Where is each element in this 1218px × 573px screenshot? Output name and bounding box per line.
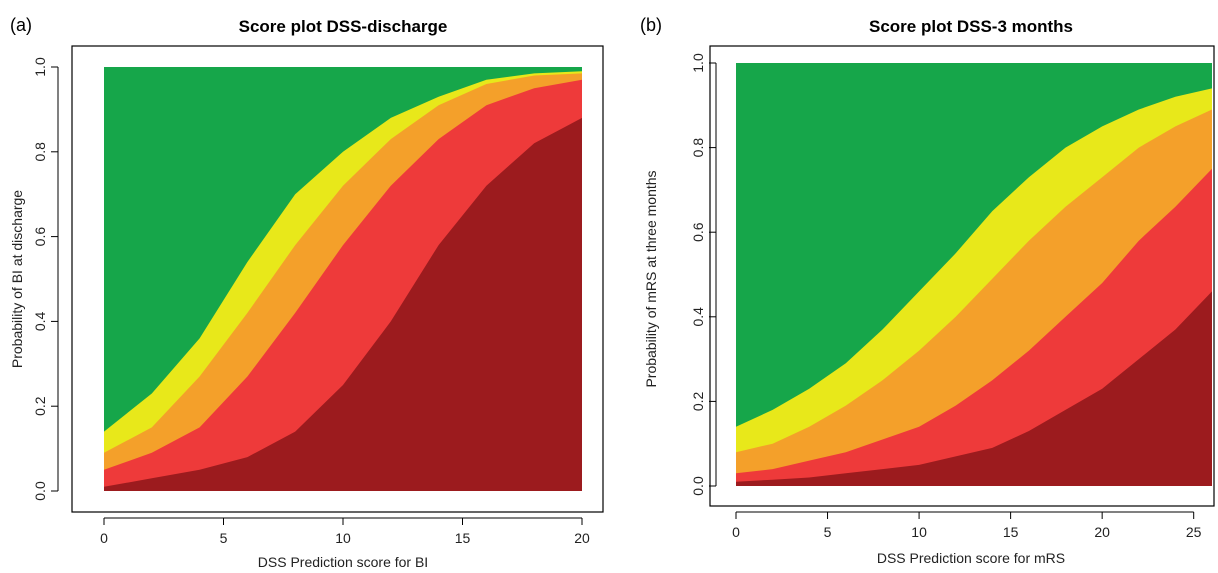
x-axis-a: 0 5 10 15 20 bbox=[100, 517, 590, 546]
x-tick-label: 5 bbox=[824, 524, 832, 540]
y-tick-label: 0.6 bbox=[32, 227, 48, 247]
y-tick-label: 0.8 bbox=[32, 142, 48, 162]
chart-panel-a: (a) Score plot DSS-discharge 0 5 10 15 20 0.… bbox=[9, 15, 604, 570]
chart-panel-b: (b) Score plot DSS-3 months 0 5 10 15 20 25 0… bbox=[640, 15, 1215, 566]
panel-label-a: (a) bbox=[10, 15, 32, 35]
x-tick-label: 0 bbox=[100, 530, 108, 546]
area-darkred-b bbox=[736, 291, 1212, 486]
area-darkred-a bbox=[104, 117, 582, 492]
x-tick-label: 20 bbox=[574, 530, 590, 546]
y-tick-label: 0.4 bbox=[690, 307, 706, 327]
x-tick-label: 10 bbox=[335, 530, 351, 546]
y-tick-label: 0.4 bbox=[32, 311, 48, 331]
x-tick-label: 15 bbox=[455, 530, 471, 546]
x-tick-label: 0 bbox=[732, 524, 740, 540]
y-tick-label: 1.0 bbox=[32, 57, 48, 77]
x-tick-label: 5 bbox=[220, 530, 228, 546]
x-axis-label-a: DSS Prediction score for BI bbox=[258, 554, 428, 570]
areas-b bbox=[736, 63, 1212, 487]
y-tick-label: 0.8 bbox=[690, 138, 706, 158]
panel-label-b: (b) bbox=[640, 15, 662, 35]
x-tick-label: 15 bbox=[1003, 524, 1019, 540]
x-axis-b: 0 5 10 15 20 25 bbox=[732, 511, 1202, 540]
y-axis-a: 0.0 0.2 0.4 0.6 0.8 1.0 bbox=[32, 57, 59, 501]
x-tick-label: 10 bbox=[911, 524, 927, 540]
y-axis-label-a: Probability of BI at discharge bbox=[9, 190, 25, 368]
y-tick-label: 1.0 bbox=[690, 53, 706, 73]
chart-title-b: Score plot DSS-3 months bbox=[869, 17, 1073, 36]
y-tick-label: 0.0 bbox=[690, 476, 706, 496]
x-axis-label-b: DSS Prediction score for mRS bbox=[877, 550, 1065, 566]
x-tick-label: 20 bbox=[1094, 524, 1110, 540]
y-tick-label: 0.6 bbox=[690, 222, 706, 242]
y-axis-b: 0.0 0.2 0.4 0.6 0.8 1.0 bbox=[690, 53, 717, 496]
x-tick-label: 25 bbox=[1186, 524, 1202, 540]
y-tick-label: 0.2 bbox=[690, 391, 706, 411]
y-tick-label: 0.0 bbox=[32, 481, 48, 501]
plot-frame-a bbox=[71, 45, 604, 513]
y-axis-label-b: Probability of mRS at three months bbox=[643, 170, 659, 387]
plot-frame-b bbox=[709, 45, 1215, 507]
areas-a bbox=[104, 67, 582, 492]
y-tick-label: 0.2 bbox=[32, 396, 48, 416]
chart-title-a: Score plot DSS-discharge bbox=[239, 17, 448, 36]
